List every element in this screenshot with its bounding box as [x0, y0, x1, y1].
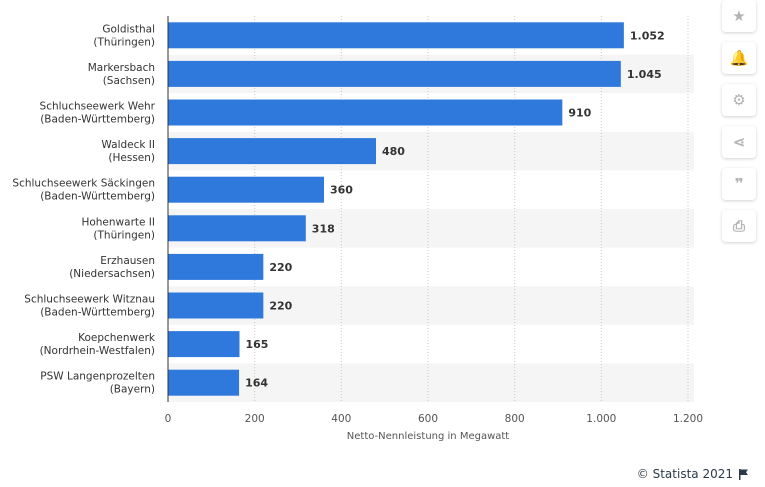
x-tick-label: 400: [331, 413, 351, 425]
category-label: PSW Langenprozelten: [40, 371, 155, 383]
category-label: (Hessen): [108, 152, 155, 164]
bar: [168, 22, 624, 49]
bar: [168, 215, 306, 242]
data-label: 318: [312, 222, 335, 235]
category-label: Schluchseewerk Säckingen: [12, 178, 155, 190]
flag-icon[interactable]: [738, 468, 749, 480]
bar: [168, 369, 240, 396]
share-button[interactable]: ⋖: [722, 126, 756, 158]
star-icon: ★: [732, 7, 746, 25]
data-label: 220: [269, 300, 292, 313]
bell-button[interactable]: 🔔: [722, 42, 756, 74]
x-tick-label: 800: [505, 413, 525, 425]
category-label: (Nordrhein-Westfalen): [40, 345, 155, 357]
category-label: Markersbach: [88, 62, 155, 74]
x-tick-label: 1.200: [673, 413, 703, 425]
category-label: (Niedersachsen): [69, 268, 155, 280]
data-label: 164: [245, 377, 268, 390]
category-label: Erzhausen: [100, 255, 155, 267]
row-stripe: [168, 363, 694, 402]
x-tick-label: 1.000: [586, 413, 616, 425]
print-icon: ⎙: [732, 217, 745, 235]
x-tick-label: 600: [418, 413, 438, 425]
bar: [168, 99, 563, 126]
gear-icon: ⚙: [732, 91, 746, 109]
x-axis-title: Netto-Nennleistung in Megawatt: [347, 431, 510, 442]
statista-credit-link[interactable]: © Statista 2021: [636, 467, 733, 481]
bar: [168, 176, 324, 203]
category-label: Schluchseewerk Witznau: [24, 294, 155, 306]
category-label: Schluchseewerk Wehr: [40, 101, 156, 113]
category-label: (Bayern): [110, 384, 155, 396]
category-label: (Baden-Württemberg): [40, 114, 155, 126]
bar: [168, 253, 264, 280]
bar: [168, 138, 376, 165]
bar: [168, 331, 240, 358]
print-button[interactable]: ⎙: [722, 210, 756, 242]
quote-icon: ❞: [734, 175, 744, 193]
quote-button[interactable]: ❞: [722, 168, 756, 200]
star-button[interactable]: ★: [722, 0, 756, 32]
category-label: Hohenwarte II: [81, 216, 155, 228]
data-label: 910: [568, 107, 591, 120]
x-tick-label: 0: [165, 413, 172, 425]
category-label: (Baden-Württemberg): [40, 191, 155, 203]
data-label: 360: [330, 184, 353, 197]
category-label: Goldisthal: [102, 23, 155, 35]
data-label: 480: [382, 145, 405, 158]
category-label: (Thüringen): [93, 229, 155, 241]
share-icon: ⋖: [732, 133, 746, 151]
data-label: 1.052: [630, 29, 665, 42]
x-tick-label: 200: [245, 413, 265, 425]
gear-button[interactable]: ⚙: [722, 84, 756, 116]
bell-icon: 🔔: [729, 49, 749, 67]
data-label: 1.045: [627, 68, 662, 81]
category-label: Koepchenwerk: [78, 332, 156, 344]
data-label: 220: [269, 261, 292, 274]
category-label: Waldeck II: [101, 139, 155, 151]
bar: [168, 292, 264, 319]
category-label: (Baden-Württemberg): [40, 307, 155, 319]
category-label: (Thüringen): [93, 36, 155, 48]
bar: [168, 60, 621, 87]
source-credit: © Statista 2021: [637, 467, 749, 481]
data-label: 165: [246, 338, 269, 351]
category-label: (Sachsen): [103, 75, 155, 87]
